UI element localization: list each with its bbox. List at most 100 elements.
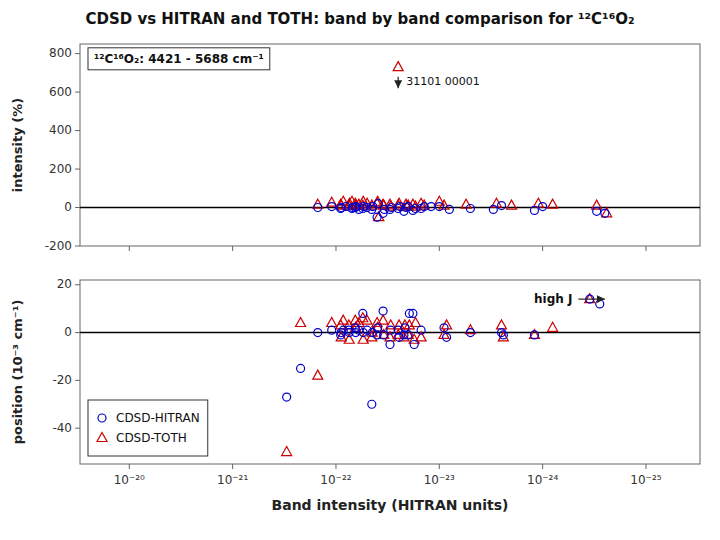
y-axis-label: position (10⁻³ cm⁻¹) — [10, 300, 25, 445]
legend-marker — [98, 414, 106, 422]
point — [539, 203, 547, 211]
y-tick — [75, 207, 80, 208]
point — [395, 333, 403, 341]
y-tick-label: 0 — [64, 325, 72, 339]
y-tick-label: 200 — [49, 162, 72, 176]
point — [386, 341, 394, 349]
point — [466, 204, 474, 212]
y-tick-label: 600 — [49, 85, 72, 99]
x-tick-label: 10⁻²⁵ — [630, 473, 661, 487]
point — [328, 203, 336, 211]
x-tick — [542, 246, 543, 251]
point — [529, 329, 539, 338]
x-tick-label: 10⁻²² — [320, 473, 351, 487]
x-tick — [439, 246, 440, 251]
x-tick — [232, 464, 233, 469]
y-tick — [75, 92, 80, 93]
plot-frame — [80, 44, 700, 246]
y-tick-label: 0 — [64, 200, 72, 214]
point — [296, 318, 306, 327]
point — [602, 208, 612, 217]
point — [548, 199, 558, 208]
point — [440, 324, 448, 332]
point — [374, 324, 382, 332]
point — [283, 393, 291, 401]
panel: -40-2002010⁻²⁵10⁻²⁴10⁻²³10⁻²²10⁻²¹10⁻²⁰h… — [10, 277, 700, 513]
point — [498, 202, 506, 210]
x-tick-label: 10⁻²⁰ — [114, 473, 145, 487]
legend-marker — [97, 433, 107, 442]
point — [596, 300, 604, 308]
point — [327, 318, 337, 327]
point — [337, 204, 345, 212]
series — [313, 62, 612, 221]
point — [313, 370, 323, 379]
x-tick — [129, 246, 130, 251]
y-tick — [75, 169, 80, 170]
point — [339, 326, 347, 334]
y-tick-label: -20 — [52, 373, 72, 387]
point — [530, 206, 538, 214]
plot-frame — [80, 280, 700, 464]
y-tick-label: -200 — [45, 239, 72, 253]
point — [548, 322, 558, 331]
point — [499, 331, 507, 339]
point — [297, 364, 305, 372]
y-tick — [75, 428, 80, 429]
y-tick — [75, 130, 80, 131]
annotation-arrow — [398, 77, 399, 89]
x-tick-label: 10⁻²³ — [424, 473, 455, 487]
x-tick — [645, 246, 646, 251]
note-text: ¹²C¹⁶O₂: 4421 - 5688 cm⁻¹ — [94, 52, 264, 66]
point — [585, 294, 595, 303]
series — [283, 295, 604, 408]
point — [373, 322, 383, 331]
point — [410, 341, 418, 349]
annotation-text: 31101 00001 — [406, 75, 479, 88]
point — [439, 200, 449, 209]
point — [393, 62, 403, 71]
x-tick-label: 10⁻²⁴ — [527, 473, 558, 487]
y-tick-label: 800 — [49, 46, 72, 60]
point — [337, 329, 345, 337]
point — [373, 213, 381, 221]
x-tick — [129, 464, 130, 469]
panel: -200 0 200 400 600 800 ¹²C¹⁶O₂: 4421 - 5688 cm… — [10, 44, 700, 253]
point — [497, 320, 507, 329]
title: CDSD vs HITRAN and TOTH: band by band co… — [85, 10, 634, 28]
y-tick-label: 20 — [57, 277, 72, 291]
point — [328, 326, 336, 334]
x-tick — [542, 464, 543, 469]
legend: CDSD-HITRANCDSD-TOTH — [88, 400, 208, 456]
point — [379, 307, 387, 315]
y-tick — [75, 332, 80, 333]
legend-box — [88, 400, 208, 456]
point — [405, 309, 413, 317]
background — [0, 0, 720, 540]
point — [507, 200, 517, 209]
x-tick-label: 10⁻²¹ — [217, 473, 248, 487]
point — [445, 205, 453, 213]
point — [498, 329, 506, 337]
y-tick-label: 400 — [49, 123, 72, 137]
annotation-text: high J — [534, 292, 572, 306]
x-axis-label: Band intensity (HITRAN units) — [272, 497, 509, 513]
x-tick — [439, 464, 440, 469]
point — [367, 327, 377, 336]
point — [593, 207, 601, 215]
x-tick — [645, 464, 646, 469]
point — [601, 209, 609, 217]
point — [396, 203, 404, 211]
y-axis-label: intensity (%) — [10, 98, 25, 192]
plot-area — [80, 62, 700, 222]
point — [420, 203, 428, 211]
x-tick — [232, 246, 233, 251]
y-tick — [75, 246, 80, 247]
note: ¹²C¹⁶O₂: 4421 - 5688 cm⁻¹ — [88, 48, 270, 70]
point — [337, 204, 345, 212]
point — [530, 331, 538, 339]
point — [314, 329, 322, 337]
point — [443, 333, 451, 341]
y-tick — [75, 53, 80, 54]
series — [314, 200, 609, 221]
